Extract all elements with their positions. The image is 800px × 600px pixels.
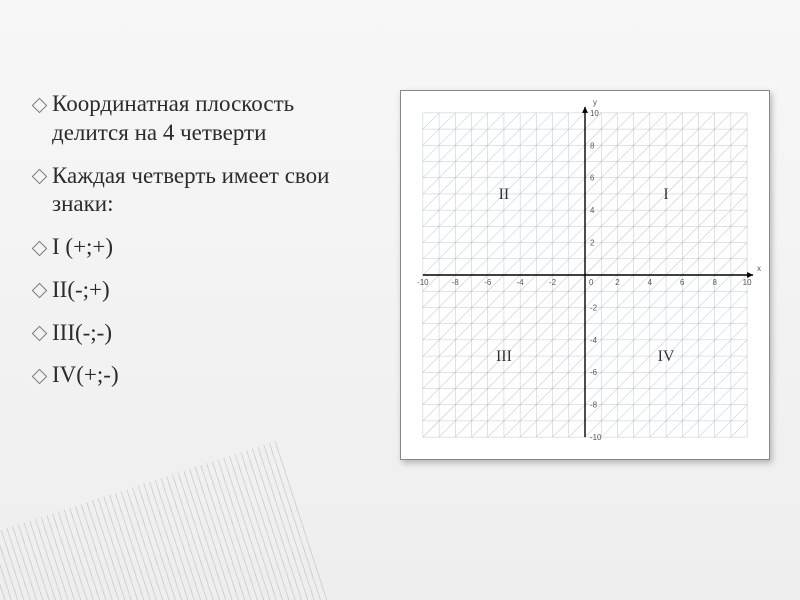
svg-text:-8: -8: [452, 278, 460, 287]
svg-text:2: 2: [615, 278, 620, 287]
bullet-list: Координатная плоскость делится на 4 четв…: [30, 90, 370, 390]
svg-text:y: y: [593, 98, 597, 107]
text-column: Координатная плоскость делится на 4 четв…: [30, 90, 370, 540]
svg-text:II: II: [499, 186, 510, 203]
bullet-item: I (+;+): [30, 233, 370, 262]
svg-text:-4: -4: [517, 278, 525, 287]
svg-text:0: 0: [589, 278, 594, 287]
bullet-text: IV(+;-): [52, 362, 119, 387]
svg-text:IV: IV: [658, 348, 675, 365]
svg-text:8: 8: [590, 141, 595, 150]
slide: Координатная плоскость делится на 4 четв…: [0, 0, 800, 600]
svg-text:2: 2: [590, 239, 595, 248]
content-row: Координатная плоскость делится на 4 четв…: [30, 90, 770, 540]
bullet-text: I (+;+): [52, 234, 113, 259]
svg-text:4: 4: [648, 278, 653, 287]
svg-text:-2: -2: [590, 303, 598, 312]
svg-text:8: 8: [712, 278, 717, 287]
svg-text:6: 6: [590, 174, 595, 183]
bullet-text: III(-;-): [52, 320, 112, 345]
svg-text:-6: -6: [484, 278, 492, 287]
bullet-item: Каждая четверть имеет свои знаки:: [30, 162, 370, 220]
svg-text:III: III: [496, 348, 512, 365]
svg-text:10: 10: [590, 109, 599, 118]
svg-text:10: 10: [743, 278, 752, 287]
svg-text:-10: -10: [417, 278, 429, 287]
svg-text:-2: -2: [549, 278, 557, 287]
coordinate-plane-svg: -10-8-6-4-2246810-10-8-6-4-22468100xy II…: [401, 91, 769, 459]
bullet-item: III(-;-): [30, 319, 370, 348]
bullet-item: II(-;+): [30, 276, 370, 305]
bullet-text: Координатная плоскость делится на 4 четв…: [52, 91, 294, 145]
svg-text:-4: -4: [590, 336, 598, 345]
svg-text:I: I: [663, 186, 668, 203]
svg-text:4: 4: [590, 206, 595, 215]
svg-text:x: x: [757, 264, 761, 273]
svg-text:-6: -6: [590, 368, 598, 377]
svg-text:6: 6: [680, 278, 685, 287]
bullet-text: Каждая четверть имеет свои знаки:: [52, 163, 329, 217]
bullet-text: II(-;+): [52, 277, 110, 302]
bullet-item: IV(+;-): [30, 361, 370, 390]
chart-column: -10-8-6-4-2246810-10-8-6-4-22468100xy II…: [400, 90, 770, 540]
bullet-item: Координатная плоскость делится на 4 четв…: [30, 90, 370, 148]
svg-text:-10: -10: [590, 433, 602, 442]
coordinate-plane-figure: -10-8-6-4-2246810-10-8-6-4-22468100xy II…: [400, 90, 770, 460]
svg-text:-8: -8: [590, 401, 598, 410]
